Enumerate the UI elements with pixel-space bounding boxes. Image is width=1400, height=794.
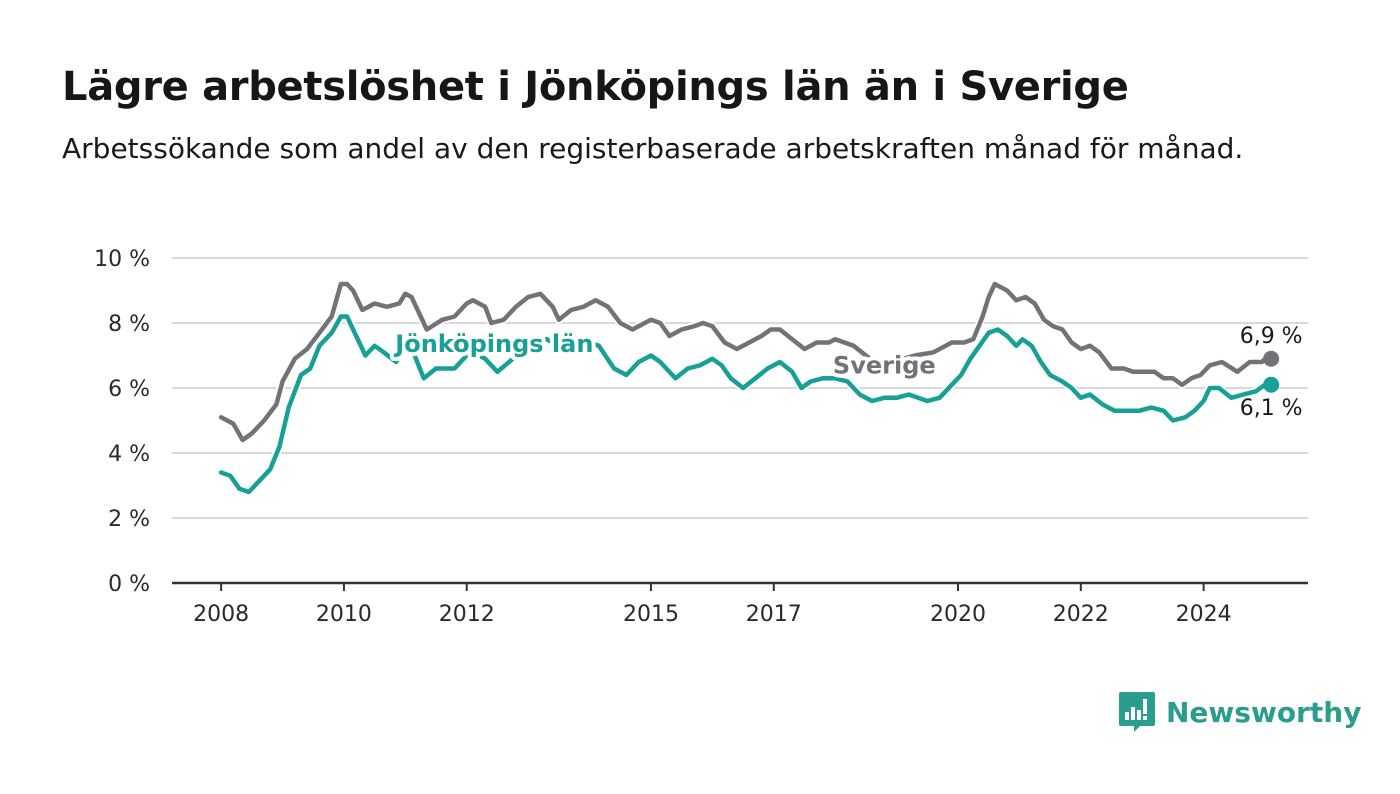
chart-title: Lägre arbetslöshet i Jönköpings län än i… xyxy=(62,64,1129,110)
x-tick-label: 2020 xyxy=(930,602,986,627)
x-tick-label: 2022 xyxy=(1053,602,1109,627)
x-tick-label: 2024 xyxy=(1176,602,1232,627)
x-tick-label: 2010 xyxy=(316,602,372,627)
series-labels: Sverige Jönköpings län 6,9 % 6,1 % xyxy=(389,324,1303,421)
x-tick-label: 2012 xyxy=(439,602,495,627)
series-name-label-sverige: Sverige xyxy=(833,351,936,379)
y-tick-label: 6 % xyxy=(108,377,150,402)
newsworthy-brand-name: Newsworthy xyxy=(1166,695,1362,729)
y-tick-label: 10 % xyxy=(94,247,150,272)
newsworthy-logo: Newsworthy xyxy=(1118,690,1361,734)
end-value-label-sverige: 6,9 % xyxy=(1240,324,1303,349)
series-end-point-sverige xyxy=(1263,350,1280,367)
series-lines xyxy=(217,280,1280,496)
x-tick-label: 2008 xyxy=(193,602,249,627)
y-tick-label: 4 % xyxy=(108,442,150,467)
x-tick-label: 2017 xyxy=(746,602,802,627)
series-end-point-jonkoping xyxy=(1263,376,1280,393)
y-axis-ticks: 0 % 2 % 4 % 6 % 8 % 10 % xyxy=(94,247,150,597)
y-tick-label: 8 % xyxy=(108,312,150,337)
chart-subtitle: Arbetssökande som andel av den registerb… xyxy=(62,132,1244,165)
x-axis-ticks: 2008 2010 2012 2015 2017 2020 2022 2024 xyxy=(172,581,1308,627)
series-line-jonkoping xyxy=(218,314,1274,495)
series-line-sverige xyxy=(218,281,1274,443)
end-value-label-jonkoping: 6,1 % xyxy=(1240,396,1303,421)
y-tick-label: 2 % xyxy=(108,507,150,532)
x-tick-label: 2015 xyxy=(623,602,679,627)
newsworthy-logo-icon xyxy=(1119,692,1155,732)
y-tick-label: 0 % xyxy=(108,572,150,597)
series-line-halo-sverige xyxy=(217,280,1276,444)
series-name-label-jonkoping: Jönköpings län xyxy=(393,330,593,358)
